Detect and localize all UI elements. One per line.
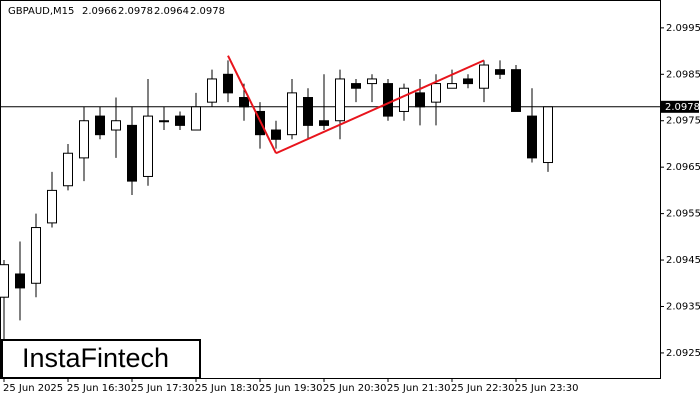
y-tick-label: 2.0955 xyxy=(666,209,700,220)
x-tick-label: 25 Jun 16:30 xyxy=(67,383,131,394)
header-close: 2.0978 xyxy=(190,6,225,17)
candle-body xyxy=(143,115,153,177)
symbol: GBPAUD,M15 xyxy=(8,6,74,17)
candle-body xyxy=(415,92,425,108)
x-tick-label: 25 Jun 21:30 xyxy=(387,383,451,394)
last-price-label: 2.0978 xyxy=(665,102,700,113)
y-tick-label: 2.0935 xyxy=(666,301,700,312)
logo: InstaFintech xyxy=(22,343,169,373)
candle-body xyxy=(511,69,521,112)
candle-body xyxy=(0,264,9,298)
candle-body xyxy=(207,78,217,103)
candle-body xyxy=(335,78,345,122)
candle-body xyxy=(351,83,361,89)
candle-body xyxy=(175,115,185,126)
candle-body xyxy=(47,189,57,224)
candle-body xyxy=(31,227,41,284)
y-tick-label: 2.0985 xyxy=(666,69,700,80)
header-low: 2.0964 xyxy=(154,6,189,17)
candle-body xyxy=(287,92,297,136)
header-high: 2.0978 xyxy=(118,6,153,17)
candle-body xyxy=(447,83,457,89)
y-tick-label: 2.0965 xyxy=(666,162,700,173)
candle-body xyxy=(399,87,409,112)
candle-body xyxy=(223,73,233,94)
candle-body xyxy=(495,69,505,75)
candle-body xyxy=(463,78,473,85)
candle-body xyxy=(319,120,329,126)
candle-body xyxy=(15,273,25,289)
candle-body xyxy=(527,115,537,159)
x-tick-label: 25 Jun 17:30 xyxy=(131,383,195,394)
candle-body xyxy=(159,120,169,123)
x-tick-label: 25 Jun 23:30 xyxy=(515,383,579,394)
x-tick-label: 25 Jun 18:30 xyxy=(195,383,259,394)
candle-body xyxy=(543,106,553,164)
candle-body xyxy=(303,97,313,126)
plot-frame xyxy=(0,0,661,379)
candle-body xyxy=(111,120,121,131)
candle-body xyxy=(63,152,73,187)
y-tick-label: 2.0945 xyxy=(666,255,700,266)
x-tick-label: 25 Jun 22:30 xyxy=(451,383,515,394)
header-open: 2.0966 xyxy=(82,6,117,17)
x-tick-label: 25 Jun 2025 xyxy=(3,383,63,394)
x-tick-label: 25 Jun 19:30 xyxy=(259,383,323,394)
candle-body xyxy=(431,83,441,103)
candle-body xyxy=(191,106,201,131)
candle-body xyxy=(95,115,105,136)
last-price-box xyxy=(661,100,699,113)
candle-body xyxy=(367,78,377,85)
candle-body xyxy=(255,110,265,136)
pattern-line xyxy=(227,55,277,154)
y-tick-label: 2.0995 xyxy=(666,23,700,34)
candle-body xyxy=(127,124,137,182)
candle-body xyxy=(479,64,489,89)
y-tick-label: 2.0925 xyxy=(666,348,700,359)
candle-body xyxy=(79,120,89,159)
candle-body xyxy=(383,83,393,117)
candle-body xyxy=(239,97,249,108)
logo-box xyxy=(1,339,201,379)
pattern-line xyxy=(275,59,485,155)
x-tick-label: 25 Jun 20:30 xyxy=(323,383,387,394)
candle-body xyxy=(271,129,281,140)
y-tick-label: 2.0975 xyxy=(666,116,700,127)
